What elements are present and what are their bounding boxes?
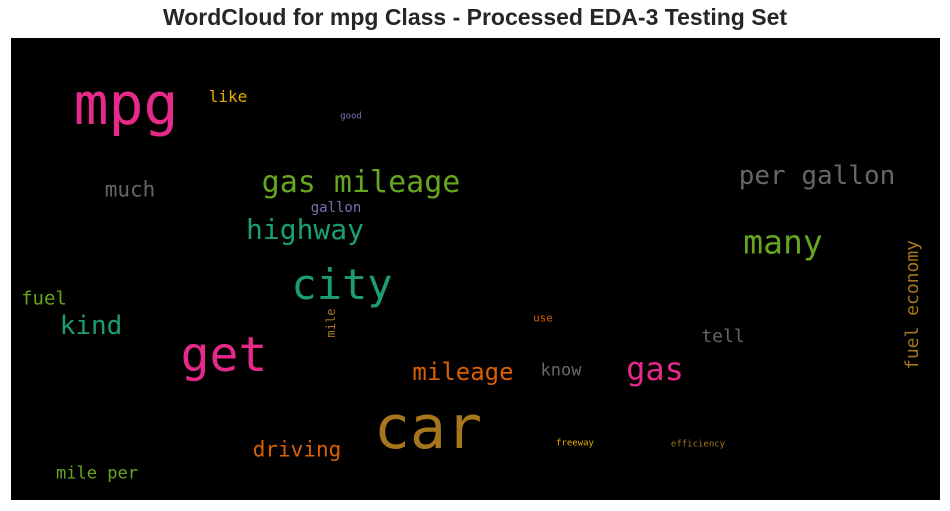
wordcloud-canvas: mpg car get city gas mileage many gas highway pe… (11, 38, 940, 500)
word-car: car (373, 393, 483, 463)
word-like: like (208, 87, 248, 106)
word-mileage: mileage (412, 358, 514, 386)
word-driving: driving (252, 437, 342, 462)
word-mile: mile (324, 308, 338, 338)
word-gas: gas (626, 350, 684, 388)
chart-title: WordCloud for mpg Class - Processed EDA-… (162, 4, 788, 30)
word-highway: highway (245, 213, 365, 246)
word-much: much (104, 177, 156, 202)
word-gallon: gallon (310, 200, 362, 216)
word-know: know (540, 360, 582, 381)
word-city: city (291, 260, 393, 309)
word-tell: tell (701, 326, 745, 347)
word-fuel: fuel (21, 287, 67, 310)
word-get: get (180, 327, 268, 383)
word-efficiency: efficiency (670, 439, 726, 450)
word-use: use (533, 311, 553, 325)
word-many: many (743, 222, 823, 262)
word-per-gallon: per gallon (738, 161, 896, 191)
word-mile-per: mile per (56, 463, 138, 484)
word-gas-mileage: gas mileage (261, 165, 461, 200)
word-kind: kind (59, 311, 123, 341)
word-mpg: mpg (73, 70, 179, 138)
word-freeway: freeway (556, 438, 594, 449)
word-good: good (340, 111, 362, 122)
word-fuel-economy: fuel economy (902, 239, 923, 371)
